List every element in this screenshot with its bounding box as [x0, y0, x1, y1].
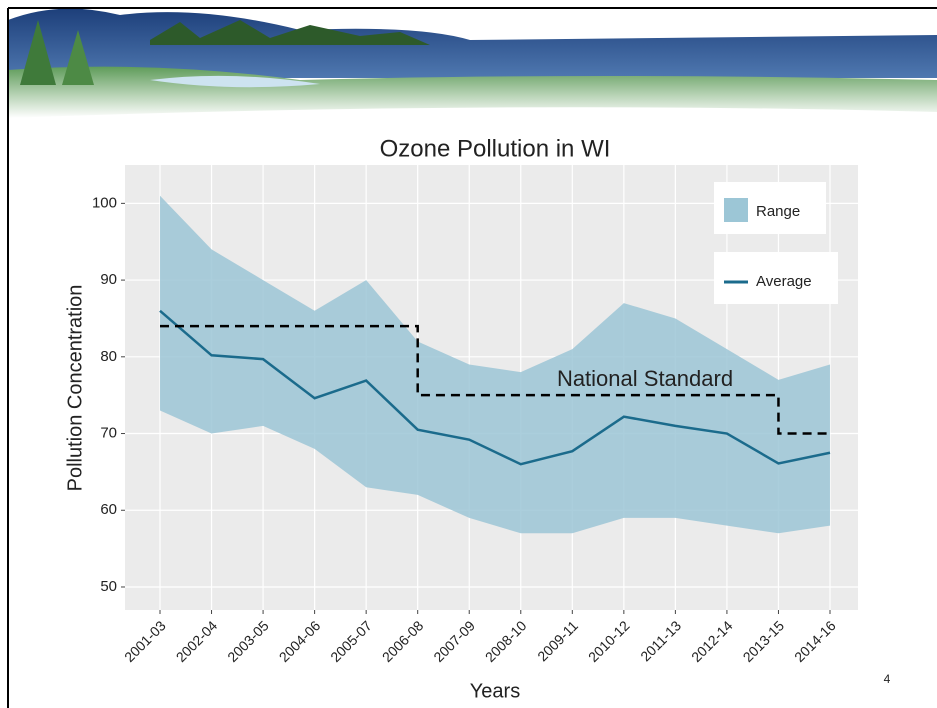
x-tick-label: 2004-06	[276, 617, 324, 665]
x-tick-label: 2007-09	[430, 617, 478, 665]
x-tick-label: 2003-05	[224, 617, 272, 665]
x-tick-label: 2014-16	[791, 617, 839, 665]
x-tick-label: 2010-12	[585, 617, 633, 665]
y-axis-label: Pollution Concentration	[64, 285, 86, 492]
x-axis-label: Years	[470, 680, 520, 702]
slide-number: 4	[884, 672, 891, 686]
x-tick-label: 2001-03	[121, 617, 169, 665]
y-tick-label: 90	[100, 271, 117, 288]
header-banner	[7, 7, 937, 708]
x-tick-label: 2006-08	[379, 617, 427, 665]
legend-label: Average	[756, 273, 812, 290]
x-tick-label: 2005-07	[327, 617, 375, 665]
x-tick-label: 2013-15	[740, 617, 788, 665]
y-tick-label: 100	[92, 194, 117, 211]
chart-title: Ozone Pollution in WI	[380, 135, 611, 162]
y-tick-label: 70	[100, 425, 117, 442]
x-tick-label: 2009-11	[534, 617, 581, 664]
standard-line	[160, 324, 830, 435]
legend-box	[714, 252, 838, 304]
y-tick-label: 80	[100, 348, 117, 365]
x-tick-label: 2002-04	[173, 617, 221, 665]
x-tick-label: 2008-10	[482, 617, 530, 665]
x-tick-label: 2011-13	[637, 617, 684, 664]
y-tick-label: 60	[100, 501, 117, 518]
y-tick-label: 50	[100, 578, 117, 595]
x-tick-label: 2012-14	[688, 617, 736, 665]
range-area	[160, 195, 830, 534]
average-line	[159, 309, 831, 466]
legend-label: Range	[756, 203, 800, 220]
legend-swatch	[724, 198, 748, 222]
standard-label: National Standard	[557, 366, 733, 391]
